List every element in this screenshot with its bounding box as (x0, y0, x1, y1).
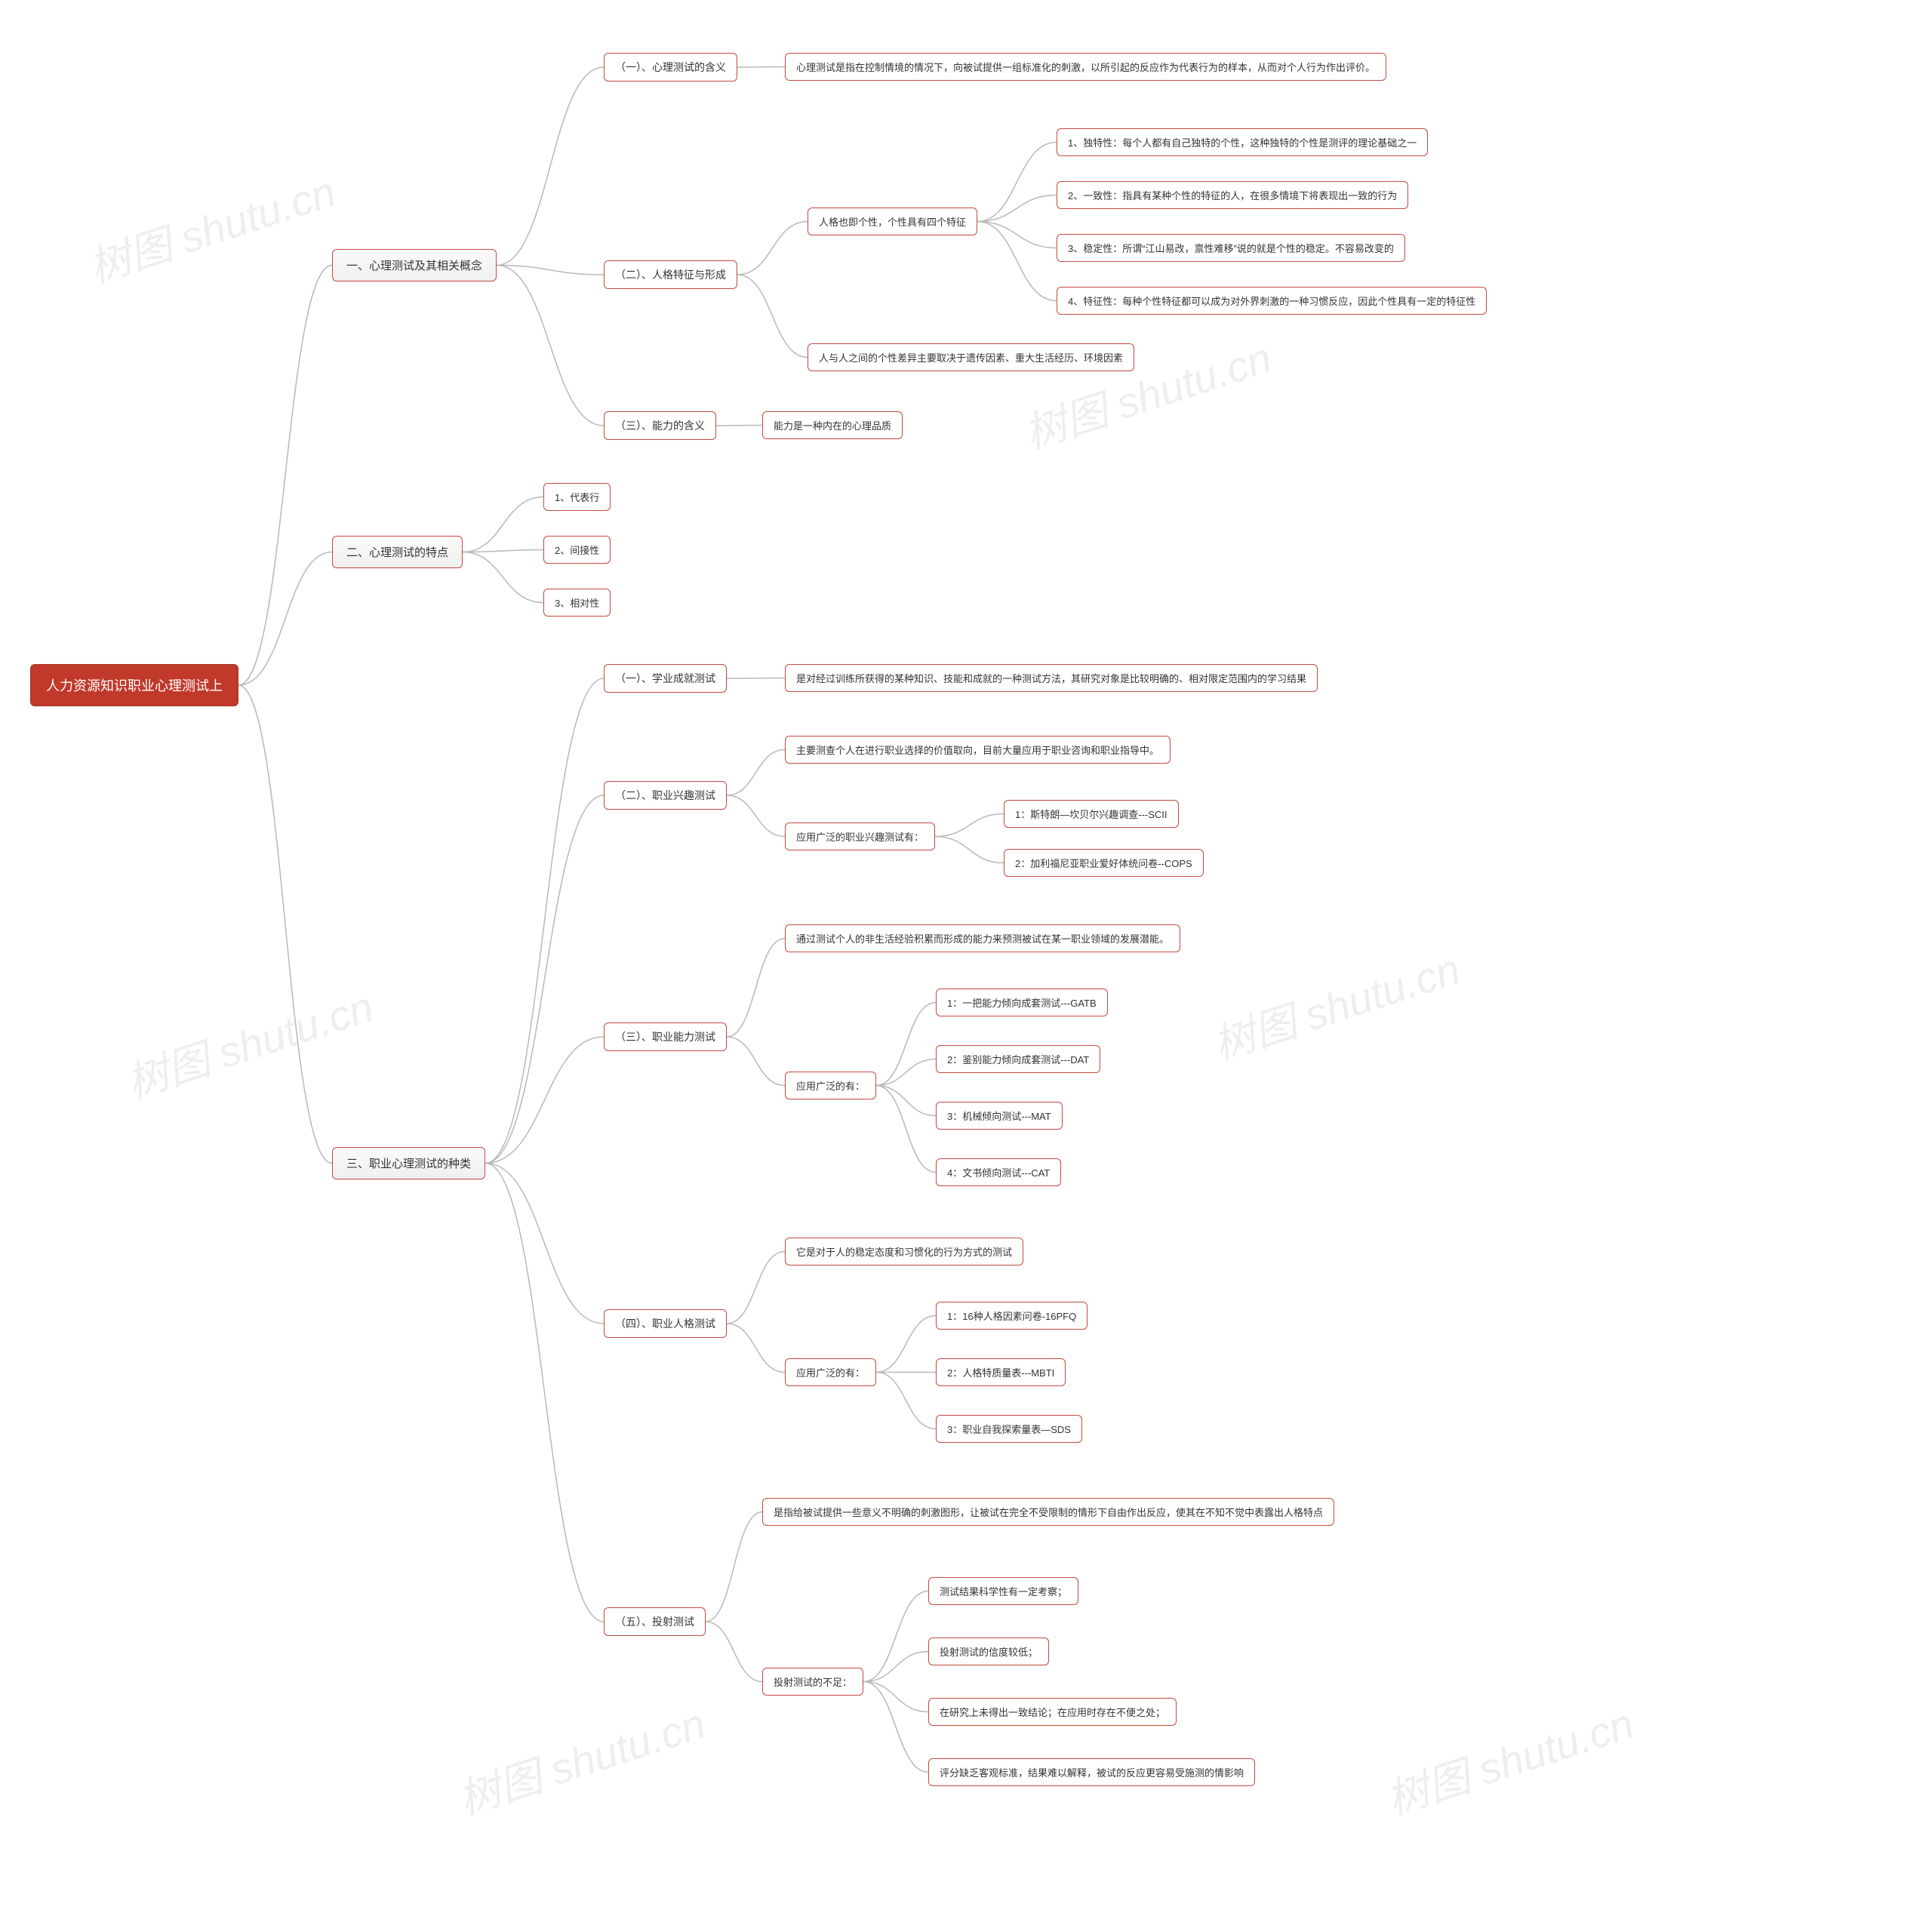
b3-s5-l1: 是指给被试提供一些意义不明确的刺激图形，让被试在完全不受限制的情形下自由作出反应… (762, 1498, 1334, 1526)
watermark: 树图 shutu.cn (1204, 936, 1467, 1073)
b3-s3-l2-d: 4：文书倾向测试---CAT (936, 1158, 1061, 1186)
b3-s4-l2: 应用广泛的有： (785, 1358, 876, 1386)
b3-s2-l2-a: 1：斯特朗—坎贝尔兴趣调查---SCII (1004, 800, 1179, 828)
b1-s2-c1-l4: 4、特征性：每种个性特征都可以成为对外界刺激的一种习惯反应，因此个性具有一定的特… (1057, 287, 1487, 315)
b3-s2-l2: 应用广泛的职业兴趣测试有： (785, 823, 935, 850)
b3-s4-l1: 它是对于人的稳定态度和习惯化的行为方式的测试 (785, 1238, 1023, 1265)
watermark: 树图 shutu.cn (118, 973, 380, 1111)
b1-s2-c1: 人格也即个性，个性具有四个特征 (808, 208, 977, 235)
b2-l3: 3、相对性 (543, 589, 611, 617)
branch-2: 二、心理测试的特点 (332, 536, 463, 568)
branch-1: 一、心理测试及其相关概念 (332, 249, 497, 281)
b3-s5-l2: 投射测试的不足： (762, 1668, 863, 1696)
b1-s1: （一）、心理测试的含义 (604, 53, 737, 81)
b3-s3-l2-a: 1：一把能力倾向成套测试---GATB (936, 989, 1108, 1016)
b3-s3-l1: 通过测试个人的非生活经验积累而形成的能力来预测被试在某一职业领域的发展潜能。 (785, 924, 1180, 952)
b1-s1-leaf: 心理测试是指在控制情境的情况下，向被试提供一组标准化的刺激，以所引起的反应作为代… (785, 53, 1386, 81)
b1-s3: （三）、能力的含义 (604, 411, 716, 440)
b3-s2: （二）、职业兴趣测试 (604, 781, 727, 810)
b3-s1: （一）、学业成就测试 (604, 664, 727, 693)
watermark: 树图 shutu.cn (80, 158, 343, 296)
b3-s5-l2-d: 评分缺乏客观标准，结果难以解释，被试的反应更容易受施测的情影响 (928, 1758, 1255, 1786)
b3-s5-l2-c: 在研究上未得出一致结论；在应用时存在不便之处； (928, 1698, 1177, 1726)
b3-s2-l2-b: 2：加利福尼亚职业爱好体统问卷--COPS (1004, 849, 1204, 877)
root-node: 人力资源知识职业心理测试上 (30, 664, 238, 706)
b2-l1: 1、代表行 (543, 483, 611, 511)
b1-s3-leaf: 能力是一种内在的心理品质 (762, 411, 903, 439)
branch-3: 三、职业心理测试的种类 (332, 1147, 485, 1179)
watermark: 树图 shutu.cn (1378, 1690, 1641, 1828)
b3-s3-l2: 应用广泛的有： (785, 1072, 876, 1099)
b2-l2: 2、间接性 (543, 536, 611, 564)
b3-s5-l2-b: 投射测试的信度较低； (928, 1637, 1049, 1665)
b3-s4-l2-b: 2：人格特质量表---MBTI (936, 1358, 1066, 1386)
b1-s2-c1-l2: 2、一致性：指具有某种个性的特征的人，在很多情境下将表现出一致的行为 (1057, 181, 1408, 209)
connector-layer (0, 0, 1932, 1925)
b3-s2-l1: 主要测查个人在进行职业选择的价值取向，目前大量应用于职业咨询和职业指导中。 (785, 736, 1171, 764)
b1-s2-c1-l3: 3、稳定性：所谓“江山易改，禀性难移”说的就是个性的稳定。不容易改变的 (1057, 234, 1405, 262)
b3-s1-leaf: 是对经过训练所获得的某种知识、技能和成就的一种测试方法，其研究对象是比较明确的、… (785, 664, 1318, 692)
b1-s2-c1-l1: 1、独特性：每个人都有自己独特的个性，这种独特的个性是测评的理论基础之一 (1057, 128, 1428, 156)
b3-s3: （三）、职业能力测试 (604, 1022, 727, 1051)
b3-s5-l2-a: 测试结果科学性有一定考察； (928, 1577, 1078, 1605)
b3-s4-l2-a: 1：16种人格因素问卷-16PFQ (936, 1302, 1088, 1330)
b1-s2: （二）、人格特征与形成 (604, 260, 737, 289)
b3-s4-l2-c: 3：职业自我探索量表—SDS (936, 1415, 1082, 1443)
b3-s3-l2-b: 2：鉴别能力倾向成套测试---DAT (936, 1045, 1100, 1073)
b3-s4: （四）、职业人格测试 (604, 1309, 727, 1338)
b3-s3-l2-c: 3：机械倾向测试---MAT (936, 1102, 1063, 1130)
watermark: 树图 shutu.cn (450, 1690, 712, 1828)
b1-s2-c2: 人与人之间的个性差异主要取决于遗传因素、重大生活经历、环境因素 (808, 343, 1134, 371)
b3-s5: （五）、投射测试 (604, 1607, 706, 1636)
